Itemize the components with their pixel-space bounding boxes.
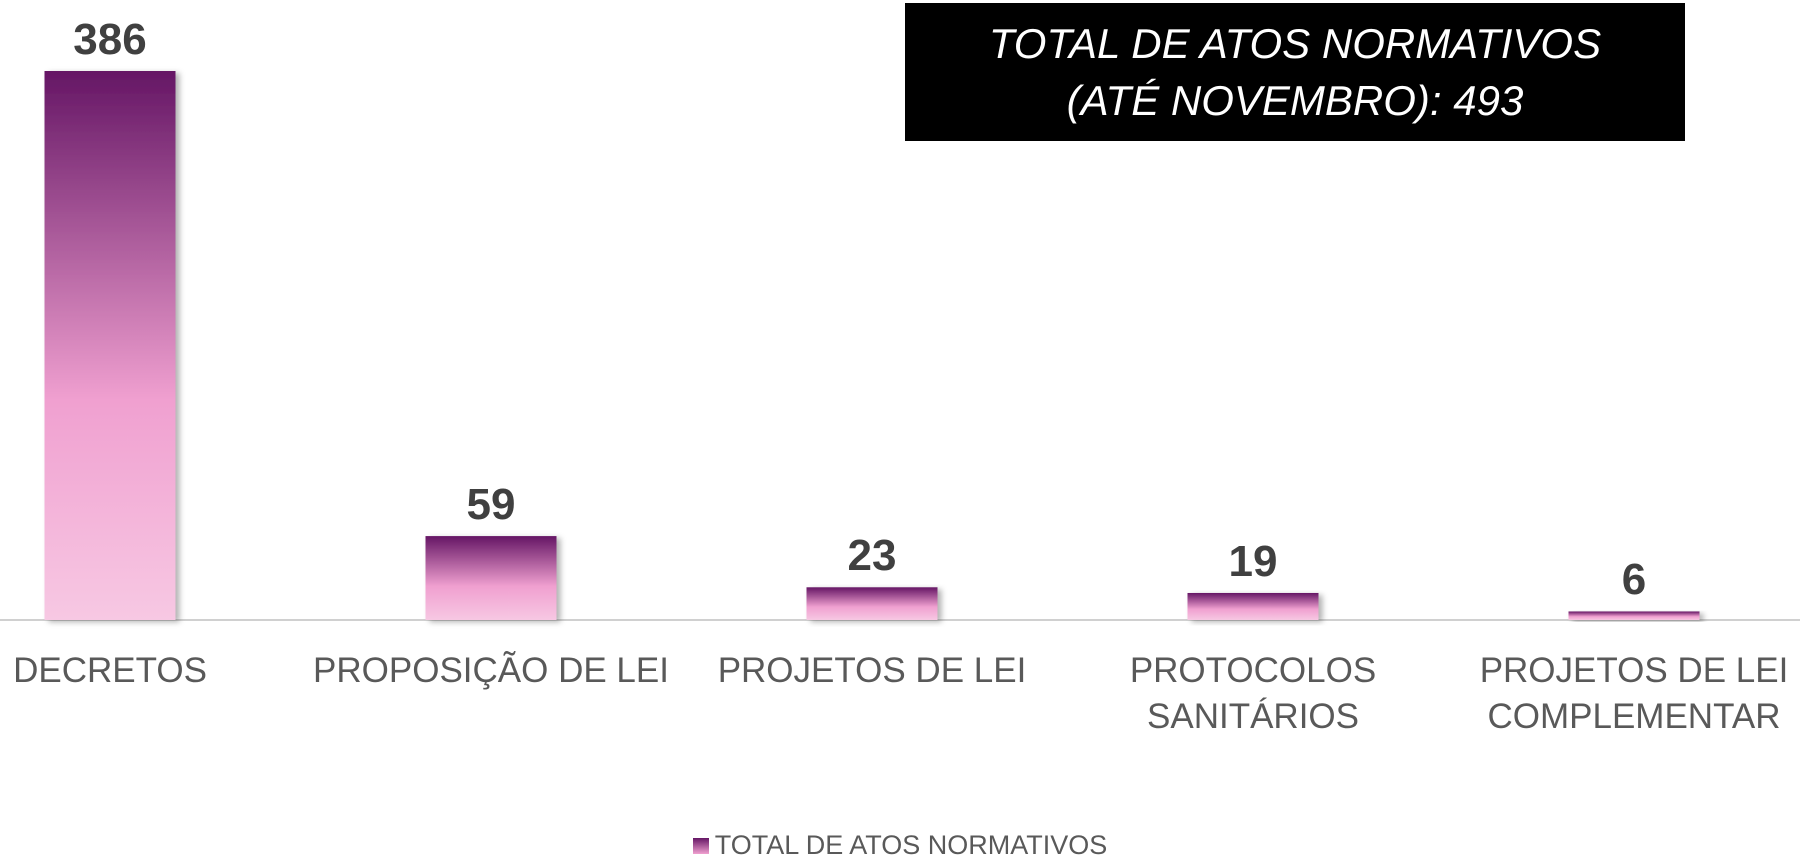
annotation: TOTAL DE ATOS NORMATIVOS (ATÉ NOVEMBRO):… <box>905 3 1685 141</box>
legend-swatch <box>692 838 709 854</box>
legend-label: TOTAL DE ATOS NORMATIVOS <box>714 830 1108 860</box>
bar <box>44 71 176 620</box>
bar <box>425 536 557 620</box>
bar <box>806 587 938 620</box>
legend: TOTAL DE ATOS NORMATIVOS <box>0 830 1800 861</box>
x-tick-label: PROPOSIÇÃO DE LEI <box>313 651 669 690</box>
bar <box>1568 611 1700 620</box>
value-label: 59 <box>466 480 516 530</box>
value-label: 19 <box>1228 536 1278 586</box>
x-tick-label: PROTOCOLOS SANITÁRIOS <box>1129 651 1377 736</box>
value-label: 386 <box>73 15 147 64</box>
x-tick-label: DECRETOS <box>13 651 207 690</box>
bar <box>1187 592 1319 620</box>
x-tick-label: PROJETOS DE LEI <box>717 651 1027 690</box>
x-tick-label: PROJETOS DE LEI COMPLEMENTAR <box>1479 651 1789 736</box>
value-label: 23 <box>847 531 897 581</box>
value-label: 6 <box>1621 555 1647 605</box>
